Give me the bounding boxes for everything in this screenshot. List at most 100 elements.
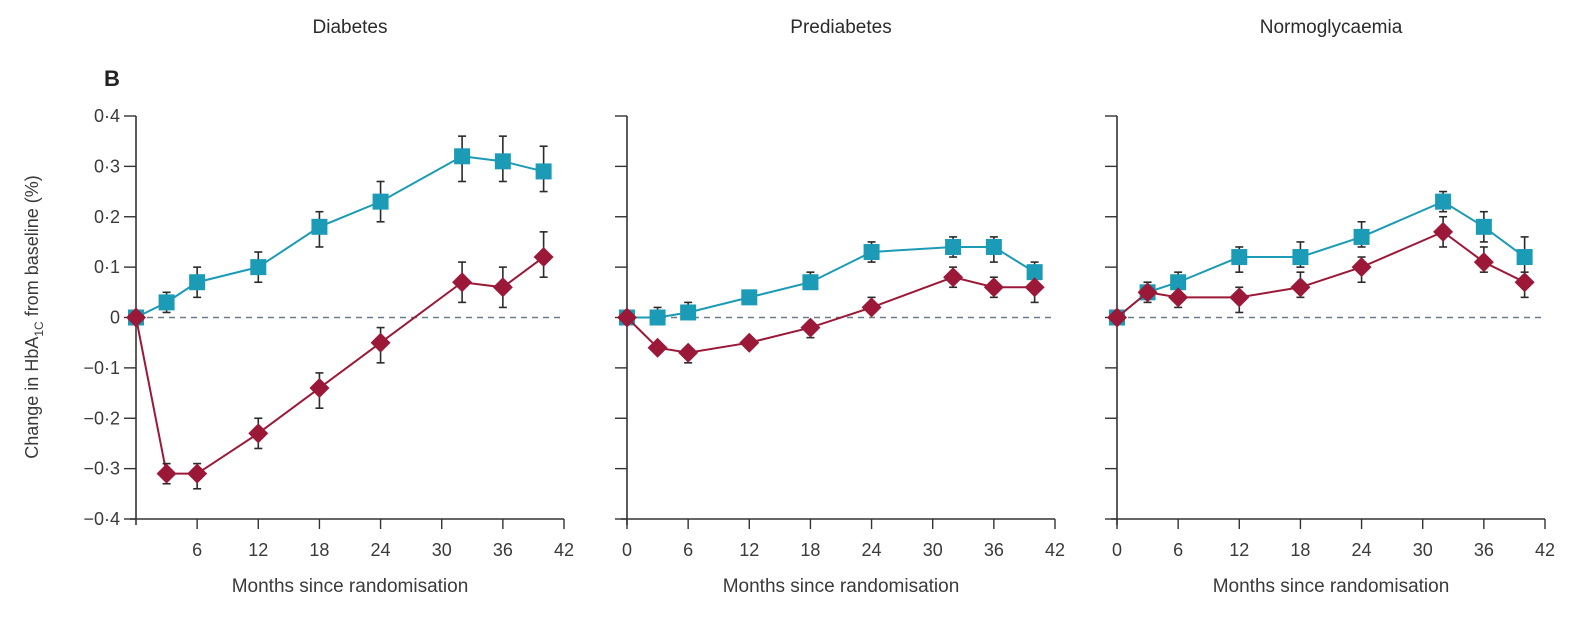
x-tick-label: 24 (1352, 540, 1372, 560)
x-tick-label: 18 (1290, 540, 1310, 560)
panel-title: Prediabetes (790, 17, 891, 38)
y-tick-label: 0·1 (94, 257, 120, 277)
data-point-square (1435, 193, 1452, 210)
data-point-square (649, 309, 666, 326)
data-point-square (158, 294, 175, 311)
x-tick-label: 30 (1413, 540, 1433, 560)
data-point-square (454, 148, 471, 165)
y-axis-label-suffix: from baseline (%) (22, 175, 42, 321)
data-point-square (945, 238, 962, 255)
data-point-square (1516, 249, 1533, 266)
data-point-square (985, 238, 1002, 255)
data-point-diamond (1168, 287, 1189, 308)
data-point-diamond (187, 463, 208, 484)
x-tick-label: 36 (493, 540, 513, 560)
data-point-diamond (617, 307, 637, 328)
data-point-diamond (678, 342, 699, 363)
y-tick-label: 0·4 (94, 106, 120, 126)
data-point-square (372, 193, 389, 210)
x-tick-label: 24 (371, 540, 391, 560)
data-point-diamond (800, 317, 821, 338)
data-point-diamond (739, 332, 760, 353)
data-point-square (680, 304, 697, 321)
x-tick-label: 42 (1045, 540, 1065, 560)
y-tick-label: −0·4 (83, 509, 120, 529)
data-point-diamond (1514, 272, 1535, 293)
data-point-diamond (156, 463, 177, 484)
panel-title: Diabetes (313, 17, 388, 38)
data-point-square (535, 163, 552, 180)
data-point-diamond (1473, 252, 1494, 273)
series-red-diamonds (1107, 215, 1535, 328)
panel-prediabetes: Prediabetes 0 6 12 18 24 30 36 42 Months since ra… (615, 17, 1065, 597)
data-point-diamond (1433, 221, 1454, 242)
x-axis-label: Months since randomisation (1213, 576, 1450, 597)
y-tick-label: −0·2 (83, 408, 120, 428)
data-point-diamond (1137, 282, 1158, 303)
data-point-square (802, 274, 819, 291)
data-point-diamond (492, 277, 513, 298)
series-teal-squares (1109, 190, 1533, 326)
data-point-square (311, 218, 328, 235)
x-tick-label: 30 (923, 540, 943, 560)
data-point-square (1170, 274, 1187, 291)
data-point-square (863, 244, 880, 261)
data-point-diamond (647, 337, 668, 358)
y-tick-label: 0·2 (94, 207, 120, 227)
data-point-diamond (1107, 307, 1127, 328)
x-axis-label: Months since randomisation (723, 576, 960, 597)
x-tick-label: 0 (1112, 540, 1122, 560)
x-tick-label: 36 (984, 540, 1004, 560)
data-point-diamond (861, 297, 882, 318)
panel-title: Normoglycaemia (1260, 17, 1403, 38)
data-point-square (189, 274, 206, 291)
series-red-diamonds (617, 266, 1045, 364)
x-tick-label: 18 (800, 540, 820, 560)
data-point-square (1353, 228, 1370, 245)
data-point-diamond (1024, 277, 1045, 298)
x-tick-label: 6 (192, 540, 202, 560)
x-tick-label: 12 (248, 540, 268, 560)
data-point-diamond (943, 267, 964, 288)
y-tick-label: 0 (110, 308, 120, 328)
data-point-diamond (1290, 277, 1311, 298)
y-tick-label: 0·3 (94, 156, 120, 176)
data-point-square (1231, 249, 1248, 266)
x-tick-label: 24 (862, 540, 882, 560)
panel-letter: B (104, 66, 120, 91)
data-point-diamond (452, 272, 473, 293)
x-tick-label: 42 (1535, 540, 1555, 560)
series-teal-squares (619, 236, 1043, 326)
data-point-diamond (248, 423, 269, 444)
x-tick-label: 42 (554, 540, 574, 560)
x-tick-label: 30 (432, 540, 452, 560)
x-tick-label: 18 (309, 540, 329, 560)
x-tick-label: 12 (739, 540, 759, 560)
y-tick-label: −0·1 (83, 358, 120, 378)
data-point-diamond (1351, 257, 1372, 278)
panel-normoglycaemia: Normoglycaemia 0 6 12 18 24 30 36 42 Months since… (1105, 17, 1555, 597)
data-point-diamond (533, 247, 554, 268)
data-point-square (1292, 249, 1309, 266)
data-point-square (494, 153, 511, 170)
y-axis-label-main: Change in HbA (22, 337, 42, 459)
data-point-square (250, 259, 267, 276)
y-axis-label-subscript: 1C (32, 321, 46, 337)
data-point-diamond (126, 307, 146, 328)
x-tick-label: 36 (1474, 540, 1494, 560)
data-point-square (741, 289, 758, 306)
data-point-diamond (309, 378, 330, 399)
data-point-square (1026, 264, 1043, 281)
x-tick-label: 12 (1229, 540, 1249, 560)
series-red-diamonds (126, 231, 554, 490)
data-point-diamond (370, 332, 391, 353)
x-tick-label: 6 (1173, 540, 1183, 560)
data-point-diamond (1229, 287, 1250, 308)
y-tick-label: −0·3 (83, 459, 120, 479)
y-axis-label: Change in HbA1C from baseline (%) (22, 175, 46, 459)
data-point-diamond (983, 277, 1004, 298)
x-tick-label: 6 (683, 540, 693, 560)
x-tick-label: 0 (622, 540, 632, 560)
panel-diabetes: Diabetes −0·4 −0·3 −0·2 −0·1 0 0·1 0·2 0·3 0·4 6 12… (83, 17, 574, 597)
